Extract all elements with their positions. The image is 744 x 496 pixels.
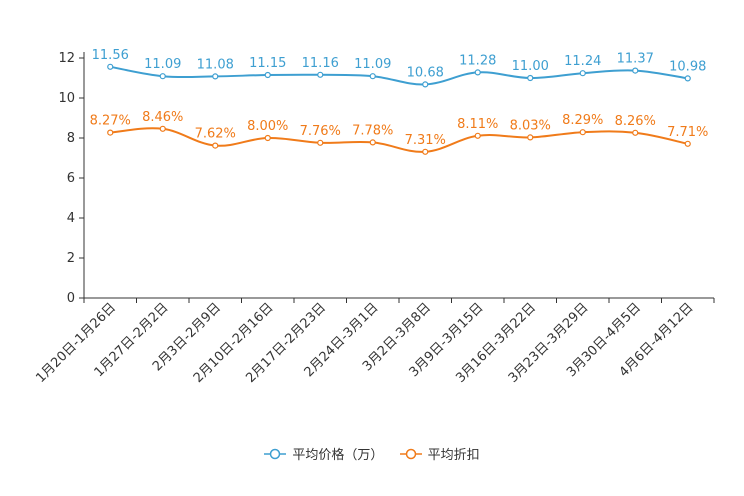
data-point xyxy=(422,148,429,155)
data-point xyxy=(369,73,376,80)
data-point xyxy=(527,74,534,82)
data-label: 8.46% xyxy=(142,110,183,125)
y-tick-label: 6 xyxy=(67,171,75,186)
legend-item-price[interactable]: 平均价格（万） xyxy=(264,444,383,463)
data-point xyxy=(632,129,639,136)
data-point xyxy=(474,69,481,76)
data-point xyxy=(212,142,219,149)
data-label: 11.28 xyxy=(459,53,496,68)
data-point xyxy=(264,71,271,79)
data-point xyxy=(579,129,586,136)
data-point xyxy=(159,73,166,80)
data-label: 11.00 xyxy=(512,59,549,74)
y-tick-label: 10 xyxy=(58,91,75,106)
y-tick-label: 0 xyxy=(67,291,75,306)
data-point xyxy=(212,73,219,80)
data-label: 11.09 xyxy=(354,57,391,72)
legend-item-discount[interactable]: 平均折扣 xyxy=(399,444,480,463)
data-label: 11.15 xyxy=(249,56,286,71)
legend-line-circle-icon xyxy=(399,448,422,459)
legend-line-circle-icon xyxy=(264,448,287,459)
data-label: 11.16 xyxy=(302,56,339,71)
data-point xyxy=(684,75,691,82)
legend-label-price: 平均价格（万） xyxy=(292,448,384,463)
y-tick-label: 12 xyxy=(58,51,75,66)
series-line xyxy=(110,65,688,86)
data-point xyxy=(527,134,534,141)
data-label: 10.68 xyxy=(407,65,444,80)
data-point xyxy=(317,139,324,146)
data-label: 11.24 xyxy=(564,54,601,69)
series-line xyxy=(110,127,688,153)
data-point xyxy=(422,81,429,88)
data-label: 8.03% xyxy=(510,118,551,133)
data-label: 11.08 xyxy=(197,57,234,72)
y-tick-label: 4 xyxy=(67,211,75,226)
data-label: 7.71% xyxy=(667,125,708,140)
data-label: 8.27% xyxy=(90,114,131,129)
data-label: 8.00% xyxy=(247,119,288,134)
chart: 0246810121月20日-1月26日1月27日-2月2日2月3日-2月9日2… xyxy=(33,48,715,386)
data-point xyxy=(369,139,376,146)
legend: 平均价格（万） 平均折扣 xyxy=(0,444,744,464)
data-point xyxy=(107,129,114,136)
data-label: 11.37 xyxy=(617,52,654,67)
data-label: 7.31% xyxy=(405,133,446,148)
y-tick-label: 2 xyxy=(67,251,75,266)
y-tick-label: 8 xyxy=(67,131,75,146)
legend-label-discount: 平均折扣 xyxy=(427,448,480,463)
data-point xyxy=(159,125,166,132)
data-point xyxy=(579,70,586,77)
data-label: 11.09 xyxy=(144,57,181,72)
data-label: 8.11% xyxy=(457,117,498,132)
data-label: 7.78% xyxy=(352,123,393,138)
data-label: 10.98 xyxy=(669,59,706,74)
data-label: 8.29% xyxy=(562,113,603,128)
data-point xyxy=(474,132,481,139)
data-point xyxy=(264,134,271,142)
data-label: 8.26% xyxy=(615,114,656,129)
data-point xyxy=(317,71,324,78)
data-point xyxy=(684,140,691,147)
data-point xyxy=(107,63,114,70)
data-point xyxy=(632,67,639,74)
data-label: 11.56 xyxy=(92,48,129,63)
data-label: 7.62% xyxy=(195,127,236,142)
data-label: 7.76% xyxy=(300,124,341,139)
